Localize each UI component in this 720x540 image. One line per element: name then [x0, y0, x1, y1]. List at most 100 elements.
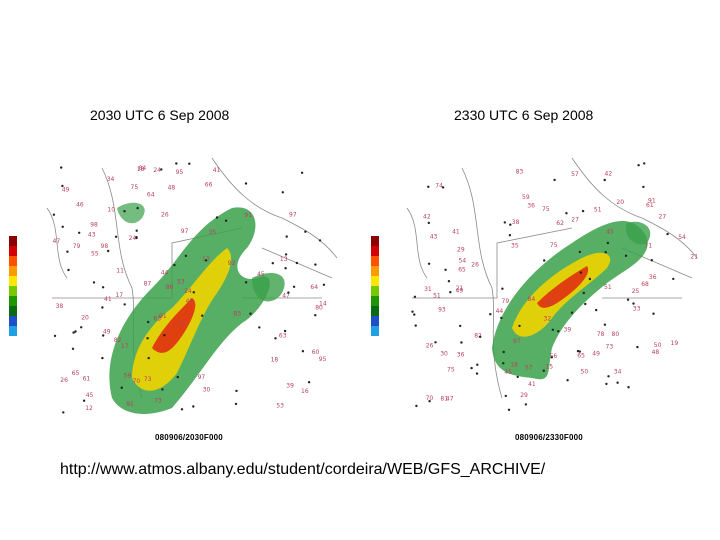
station-dot — [550, 356, 553, 359]
station-dot — [582, 291, 585, 295]
station-dot — [504, 394, 507, 398]
station-dot — [543, 259, 546, 262]
station-value: 79 — [502, 298, 510, 305]
colorbar-swatch — [9, 316, 17, 326]
station-value: 38 — [512, 219, 520, 226]
station-dot — [636, 345, 639, 349]
station-dot — [295, 261, 299, 265]
station-dot — [160, 168, 163, 171]
station-value: 29 — [520, 392, 528, 399]
station-value: 73 — [606, 343, 614, 350]
station-dot — [444, 268, 447, 271]
station-dot — [460, 341, 463, 344]
station-dot — [74, 330, 77, 333]
station-value: 73 — [144, 376, 152, 383]
colorbar-swatch — [371, 316, 379, 326]
station-value: 83 — [233, 311, 241, 318]
station-value: 78 — [597, 331, 605, 338]
station-value: 70 — [133, 378, 141, 385]
station-dot — [516, 375, 519, 379]
station-value: 95 — [176, 169, 184, 176]
station-value: 68 — [641, 281, 649, 288]
station-dot — [175, 162, 178, 165]
station-value: 65 — [72, 370, 80, 377]
station-dot — [637, 164, 640, 167]
station-value: 33 — [633, 306, 641, 313]
station-value: 40 — [186, 298, 194, 305]
station-value: 18 — [137, 166, 145, 173]
station-dot — [604, 251, 607, 254]
station-value: 91 — [648, 198, 656, 205]
station-value: 26 — [60, 377, 68, 384]
station-value: 61 — [83, 376, 91, 383]
radar-map-right: 75 30 26 34 51 51 83 75 50 49 18 31 29 68 93 32 54 61 65 71… — [406, 157, 698, 411]
station-dot — [215, 216, 219, 219]
station-dot — [135, 229, 138, 232]
station-value: 80 — [612, 331, 620, 338]
station-value: 92 — [228, 260, 236, 267]
panel-title-left: 2030 UTC 6 Sep 2008 — [90, 107, 230, 123]
station-value: 41 — [213, 167, 221, 174]
station-value: 81 — [440, 396, 448, 403]
station-value: 45 — [504, 369, 512, 376]
station-value: 95 — [319, 356, 327, 363]
station-value: 48 — [652, 349, 660, 356]
station-dot — [78, 231, 81, 234]
station-dot — [413, 295, 417, 298]
station-plots: 16 55 45 75 26 41 46 63 44 26 82 63 24 91 13 47 97 83 12 18… — [53, 162, 327, 414]
station-dot — [224, 219, 228, 222]
station-dot — [274, 337, 277, 340]
station-value: 57 — [571, 171, 579, 178]
station-dot — [500, 316, 503, 320]
station-value: 41 — [528, 381, 536, 388]
station-value: 45 — [257, 271, 265, 278]
station-dot — [281, 191, 284, 194]
station-value: 63 — [153, 316, 161, 323]
station-value: 62 — [556, 220, 564, 227]
station-dot — [566, 379, 569, 382]
station-dot — [570, 311, 574, 314]
station-value: 27 — [659, 214, 667, 221]
station-value: 34 — [107, 176, 115, 183]
station-dot — [578, 350, 581, 353]
station-dot — [501, 287, 504, 290]
station-dot — [301, 350, 305, 353]
station-value: 75 — [542, 206, 550, 213]
station-value: 91 — [126, 401, 134, 408]
station-dot — [565, 212, 568, 215]
station-value: 97 — [513, 338, 521, 345]
station-value: 41 — [452, 229, 460, 236]
station-dot — [607, 375, 610, 378]
colorbar-swatch — [9, 256, 17, 266]
station-dot — [584, 302, 587, 306]
station-value: 43 — [88, 232, 96, 239]
station-dot — [244, 182, 248, 185]
station-value: 73 — [154, 398, 162, 405]
station-value: 49 — [62, 186, 70, 193]
station-value: 26 — [161, 212, 169, 219]
station-value: 24 — [184, 288, 192, 295]
station-value: 50 — [581, 369, 589, 376]
station-dot — [204, 259, 208, 262]
station-value: 65 — [577, 352, 585, 359]
colorbar-swatch — [371, 266, 379, 276]
panel-title-right: 2330 UTC 6 Sep 2008 — [454, 107, 594, 123]
station-dot — [578, 250, 581, 254]
station-value: 51 — [433, 292, 441, 299]
station-value: 91 — [159, 313, 167, 320]
station-value: 64 — [310, 284, 318, 291]
station-dot — [188, 162, 191, 165]
colorbar-swatch — [9, 276, 17, 286]
station-value: 51 — [604, 284, 612, 291]
station-value: 47 — [282, 292, 290, 299]
station-value: 97 — [198, 374, 206, 381]
station-value: 30 — [440, 351, 448, 358]
forecast-stamp-left: 080906/2030F000 — [155, 433, 223, 442]
station-value: 54 — [459, 257, 467, 264]
source-url-link[interactable]: http://www.atmos.albany.edu/student/cord… — [60, 461, 546, 478]
station-value: 76 — [177, 321, 185, 328]
station-dot — [101, 306, 104, 309]
station-value: 45 — [606, 228, 614, 235]
station-dot — [258, 326, 261, 329]
station-dot — [449, 291, 452, 294]
